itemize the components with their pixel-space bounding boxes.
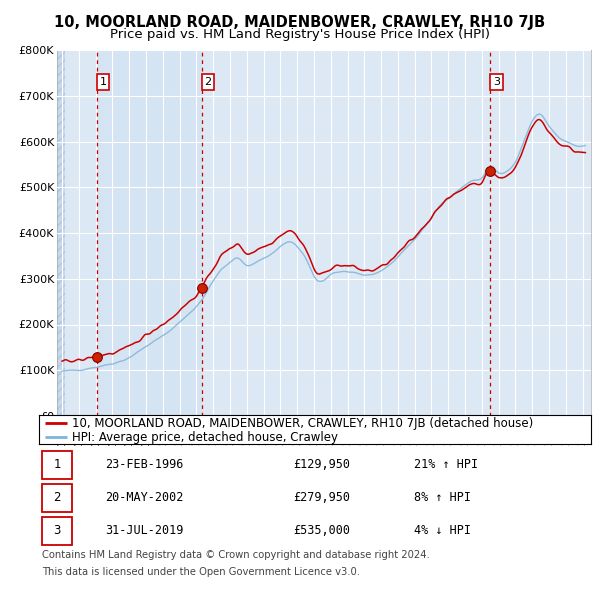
Text: This data is licensed under the Open Government Licence v3.0.: This data is licensed under the Open Gov… [42, 567, 360, 577]
Text: 2: 2 [53, 491, 61, 504]
Text: Price paid vs. HM Land Registry's House Price Index (HPI): Price paid vs. HM Land Registry's House … [110, 28, 490, 41]
Text: 4% ↓ HPI: 4% ↓ HPI [415, 525, 472, 537]
Text: 2: 2 [205, 77, 212, 87]
Text: HPI: Average price, detached house, Crawley: HPI: Average price, detached house, Craw… [72, 431, 338, 444]
Bar [97, 50, 202, 416]
Text: 10, MOORLAND ROAD, MAIDENBOWER, CRAWLEY, RH10 7JB: 10, MOORLAND ROAD, MAIDENBOWER, CRAWLEY,… [55, 15, 545, 30]
Text: 10, MOORLAND ROAD, MAIDENBOWER, CRAWLEY, RH10 7JB (detached house): 10, MOORLAND ROAD, MAIDENBOWER, CRAWLEY,… [72, 417, 533, 430]
Text: 20-MAY-2002: 20-MAY-2002 [105, 491, 184, 504]
Text: 3: 3 [53, 525, 61, 537]
Text: 1: 1 [53, 458, 61, 471]
Text: 1: 1 [100, 77, 107, 87]
Text: 31-JUL-2019: 31-JUL-2019 [105, 525, 184, 537]
Text: £129,950: £129,950 [293, 458, 350, 471]
FancyBboxPatch shape [42, 517, 72, 545]
Bar [57, 50, 65, 416]
Text: 23-FEB-1996: 23-FEB-1996 [105, 458, 184, 471]
Text: Contains HM Land Registry data © Crown copyright and database right 2024.: Contains HM Land Registry data © Crown c… [42, 550, 430, 560]
Text: 3: 3 [493, 77, 500, 87]
FancyBboxPatch shape [42, 484, 72, 512]
Text: £535,000: £535,000 [293, 525, 350, 537]
Text: 8% ↑ HPI: 8% ↑ HPI [415, 491, 472, 504]
FancyBboxPatch shape [42, 451, 72, 479]
Text: 21% ↑ HPI: 21% ↑ HPI [415, 458, 478, 471]
Text: £279,950: £279,950 [293, 491, 350, 504]
